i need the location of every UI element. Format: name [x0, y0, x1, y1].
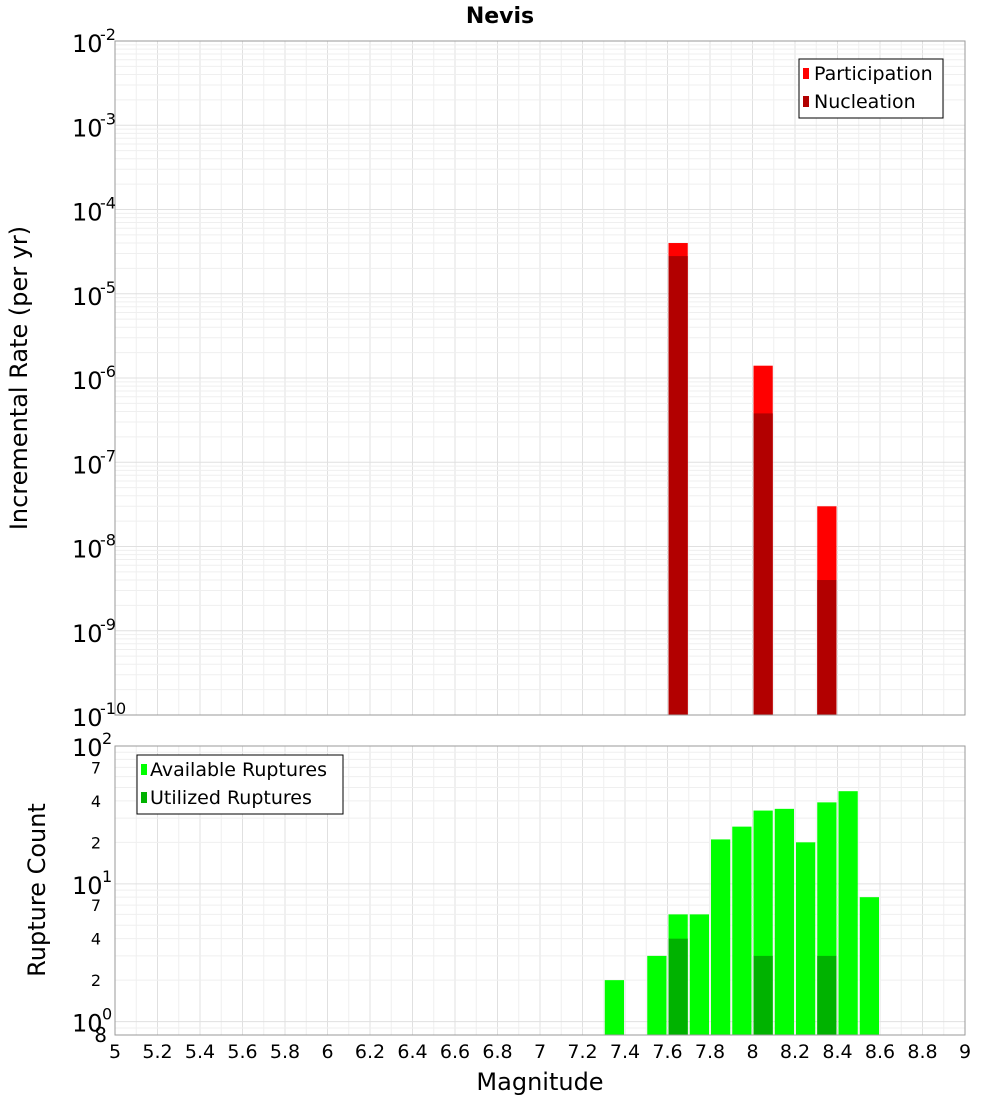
magnitude-tick-label: 5.8 — [270, 1041, 300, 1063]
rate-y-tick-label: 10 — [72, 114, 103, 142]
rate-y-tick-label: 10 — [72, 199, 103, 227]
chart-title: Nevis — [466, 4, 534, 29]
count-y-tick-exponent: 1 — [102, 867, 112, 886]
count-y-minor-tick-label: 4 — [91, 930, 101, 949]
count-y-tick-exponent: 0 — [102, 1005, 112, 1024]
magnitude-tick-label: 6.4 — [397, 1041, 427, 1063]
rate-y-tick-label: 10 — [72, 451, 103, 479]
legend-utilized-swatch — [141, 792, 147, 803]
utilized-ruptures-bar — [668, 938, 688, 1035]
available-ruptures-bar — [689, 914, 709, 1035]
rate-y-tick-exponent: -4 — [100, 194, 116, 213]
available-ruptures-bar — [796, 842, 816, 1035]
magnitude-tick-label: 6 — [321, 1041, 333, 1063]
legend-available-label: Available Ruptures — [150, 759, 327, 781]
available-ruptures-bar — [838, 791, 858, 1035]
rate-y-tick-exponent: -2 — [100, 25, 116, 44]
magnitude-axis-label: Magnitude — [476, 1068, 603, 1096]
magnitude-tick-label: 7.8 — [695, 1041, 725, 1063]
rate-y-tick-label: 10 — [72, 704, 103, 732]
count-y-minor-tick-label: 2 — [91, 971, 101, 990]
rate-y-tick-exponent: -3 — [100, 109, 116, 128]
magnitude-tick-label: 9 — [959, 1041, 971, 1063]
count-legend-box — [136, 754, 344, 815]
utilized-ruptures-bar — [753, 955, 773, 1035]
rate-legend-box — [798, 58, 944, 119]
count-y-tick-label: 10 — [72, 872, 103, 900]
magnitude-tick-label: 8.8 — [907, 1041, 937, 1063]
rate-y-tick-exponent: -9 — [100, 615, 116, 634]
rate-bars — [668, 243, 837, 716]
magnitude-tick-label: 5.2 — [142, 1041, 172, 1063]
count-bars — [604, 791, 879, 1035]
magnitude-tick-label: 7 — [534, 1041, 546, 1063]
nucleation-bar — [753, 413, 773, 715]
available-ruptures-bar — [774, 808, 794, 1035]
count-y-tick-label: 10 — [72, 734, 103, 762]
magnitude-tick-label: 8.4 — [822, 1041, 852, 1063]
legend-nucleation-swatch — [803, 96, 809, 107]
legend-participation-label: Participation — [814, 63, 933, 85]
magnitude-tick-label: 5 — [109, 1041, 121, 1063]
count-y-minor-tick-label: 2 — [91, 833, 101, 852]
magnitude-tick-label: 7.4 — [610, 1041, 640, 1063]
count-y-minor-tick-label: 7 — [91, 758, 101, 777]
rate-y-axis-label: Incremental Rate (per yr) — [5, 226, 33, 530]
magnitude-tick-label: 6.8 — [482, 1041, 512, 1063]
count-plot-frame — [114, 745, 966, 1036]
count-y-tick-exponent: 2 — [102, 729, 112, 748]
magnitude-tick-label: 8 — [746, 1041, 758, 1063]
available-ruptures-bar — [859, 897, 879, 1035]
nucleation-bar — [817, 580, 837, 715]
available-ruptures-bar — [711, 839, 731, 1035]
available-ruptures-bar — [647, 955, 667, 1035]
count-y-tick-label: 10 — [72, 1010, 103, 1038]
nucleation-bar — [668, 256, 688, 715]
rate-y-tick-exponent: -5 — [100, 278, 116, 297]
legend-participation-swatch — [803, 68, 809, 79]
legend-nucleation-label: Nucleation — [814, 91, 916, 113]
magnitude-tick-label: 6.6 — [440, 1041, 470, 1063]
magnitude-tick-label: 5.6 — [227, 1041, 257, 1063]
utilized-ruptures-bar — [817, 955, 837, 1035]
magnitude-tick-label: 5.4 — [185, 1041, 215, 1063]
magnitude-tick-label: 8.6 — [865, 1041, 895, 1063]
count-y-minor-tick-label: 4 — [91, 792, 101, 811]
rate-gridlines — [114, 41, 966, 716]
rate-y-tick-label: 10 — [72, 367, 103, 395]
magnitude-tick-labels: 5 5.2 5.4 5.6 5.8 6 6.2 6.4 6.6 6.8 7 7.2 7.4 7.6 7.8 8… — [109, 1041, 971, 1063]
magnitude-tick-label: 7.6 — [652, 1041, 682, 1063]
rate-y-tick-exponent: -7 — [100, 446, 116, 465]
count-y-axis-label: Rupture Count — [23, 803, 51, 977]
rate-y-tick-exponent: -8 — [100, 531, 116, 550]
magnitude-tick-label: 6.2 — [355, 1041, 385, 1063]
rate-y-tick-exponent: -6 — [100, 362, 116, 381]
rate-y-tick-label: 10 — [72, 283, 103, 311]
magnitude-tick-label: 7.2 — [567, 1041, 597, 1063]
available-ruptures-bar — [732, 826, 752, 1035]
count-y-minor-tick-label: 7 — [91, 896, 101, 915]
available-ruptures-bar — [604, 980, 624, 1035]
count-legend: Available Ruptures Utilized Ruptures — [136, 754, 344, 815]
rate-plot-frame — [114, 40, 966, 716]
magnitude-tick-label: 8.2 — [780, 1041, 810, 1063]
rate-y-tick-label: 10 — [72, 620, 103, 648]
legend-utilized-label: Utilized Ruptures — [150, 787, 312, 809]
rate-y-tick-exponent: -10 — [100, 699, 126, 718]
rate-y-tick-label: 10 — [72, 536, 103, 564]
rate-y-tick-label: 10 — [72, 30, 103, 58]
count-y-minor-tick-label: 8 — [94, 1023, 107, 1047]
legend-available-swatch — [141, 764, 147, 775]
rate-legend: Participation Nucleation — [798, 58, 944, 119]
